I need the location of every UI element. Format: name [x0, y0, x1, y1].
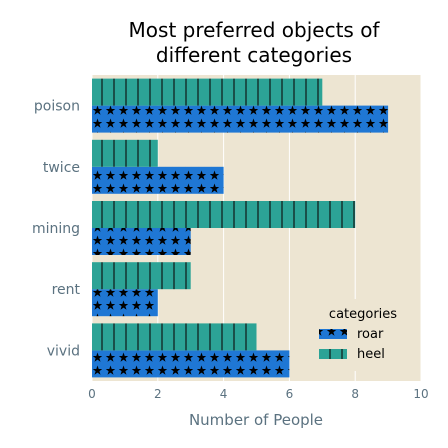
- x-tick-label: 2: [154, 387, 162, 401]
- x-tick-label: 8: [351, 387, 359, 401]
- bars: [92, 78, 389, 378]
- y-tick-label: rent: [52, 282, 81, 298]
- bar-heel-mining: [92, 201, 356, 228]
- bar-heel-rent: [92, 262, 191, 290]
- bar-roar-mining: [92, 228, 191, 255]
- x-tick-label: 6: [286, 387, 294, 401]
- x-tick-label: 10: [413, 387, 428, 401]
- y-tick-label: poison: [34, 99, 80, 115]
- bar-heel-poison: [92, 78, 323, 106]
- y-tick-label: mining: [32, 221, 80, 237]
- legend-swatch-heel: [319, 349, 347, 359]
- bar-heel-twice: [92, 139, 158, 167]
- legend-label-heel: heel: [357, 347, 385, 362]
- y-tick-labels: vivid rent mining twice poison: [32, 99, 81, 360]
- legend-swatch-roar: [319, 329, 347, 339]
- x-tick-label: 0: [88, 387, 96, 401]
- legend-label-roar: roar: [357, 327, 384, 342]
- x-axis-label: Number of People: [189, 411, 323, 429]
- bar-roar-rent: [92, 289, 158, 317]
- legend: categories roar heel: [312, 299, 415, 371]
- x-tick-labels: 0 2 4 6 8 10: [88, 387, 428, 401]
- bar-roar-poison: [92, 105, 389, 133]
- legend-title: categories: [329, 307, 397, 322]
- chart-title-line-2: different categories: [156, 43, 352, 67]
- bar-heel-vivid: [92, 323, 257, 351]
- x-tick-label: 4: [220, 387, 228, 401]
- y-tick-label: twice: [43, 160, 80, 176]
- bar-roar-vivid: [92, 350, 290, 378]
- chart-title-line-1: Most preferred objects of: [129, 18, 381, 42]
- y-tick-label: vivid: [47, 343, 80, 359]
- bar-roar-twice: [92, 166, 224, 194]
